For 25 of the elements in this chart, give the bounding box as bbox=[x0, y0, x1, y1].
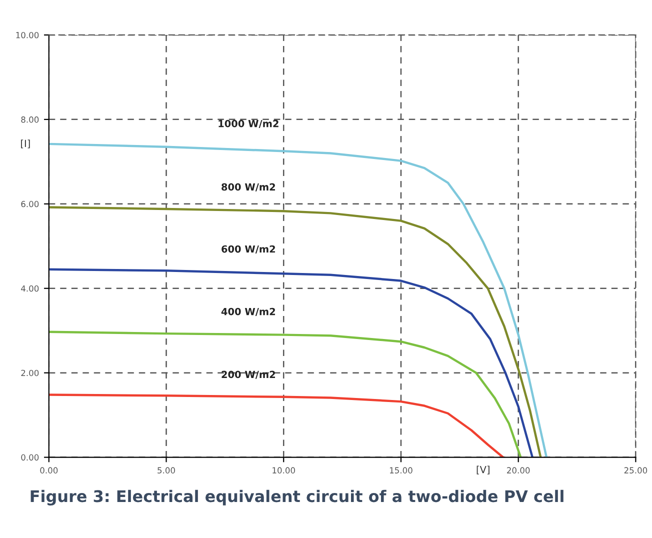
x-tick-label: 5.00 bbox=[158, 467, 175, 474]
series-label: 400 W/m2 bbox=[221, 308, 275, 316]
line-series bbox=[48, 268, 534, 458]
y-tick-label: 4.00 bbox=[21, 285, 39, 292]
y-tick-label: 8.00 bbox=[21, 116, 39, 123]
x-tick-label: 0.00 bbox=[40, 467, 58, 474]
line-series bbox=[48, 330, 522, 458]
x-tick-label: 10.00 bbox=[272, 467, 295, 474]
y-tick-label: 10.00 bbox=[16, 32, 39, 38]
x-tick-label: 15.00 bbox=[390, 467, 412, 474]
y-tick-label: 0.00 bbox=[21, 454, 39, 461]
x-axis-title: [V] bbox=[476, 466, 490, 474]
line-series bbox=[48, 394, 504, 458]
y-tick-label: 2.00 bbox=[21, 370, 39, 376]
line-series bbox=[48, 142, 548, 458]
y-tick-label: 6.00 bbox=[21, 200, 39, 208]
caption: Figure 3: Electrical equivalent circuit of a two-diode PV cell bbox=[30, 490, 564, 506]
series-label: 200 W/m2 bbox=[222, 370, 275, 379]
line-series bbox=[48, 206, 542, 458]
series-label: 600 W/m2 bbox=[222, 245, 275, 254]
y-axis-title: [I] bbox=[21, 140, 30, 148]
series-label: 800 W/m2 bbox=[222, 183, 275, 192]
text: 1000 W/m2 bbox=[218, 120, 278, 128]
x-tick-label: 20.00 bbox=[507, 467, 530, 474]
x-tick-label: 25.00 bbox=[624, 467, 648, 474]
